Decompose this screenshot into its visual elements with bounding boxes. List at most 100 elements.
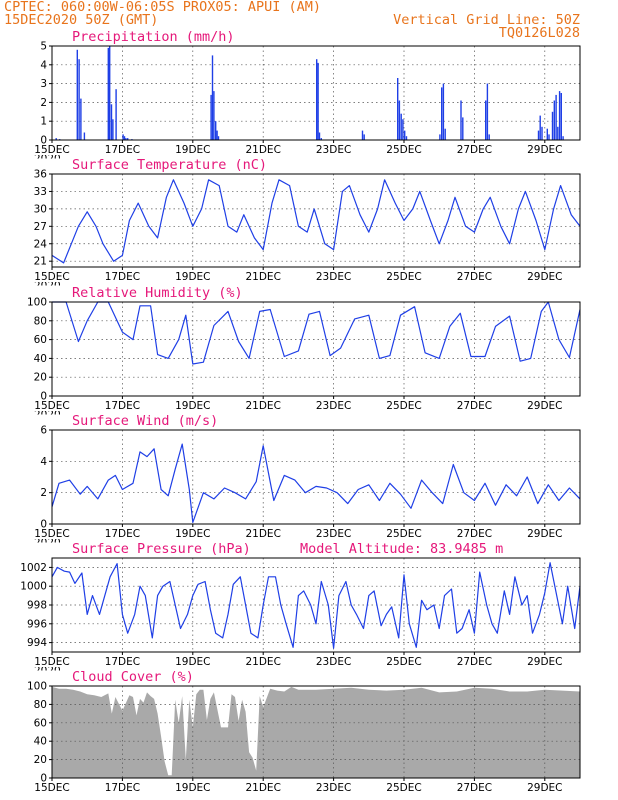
surface-pressure-annotation: Model Altitude: 83.9485 m	[300, 541, 503, 557]
x-tick-label: 21DEC	[245, 656, 280, 668]
x-tick-label: 15DEC	[34, 144, 69, 156]
y-tick-label: 80	[34, 315, 47, 327]
precip-bar	[541, 126, 543, 140]
x-tick-label: 15DEC	[34, 271, 69, 283]
x-tick-label: 17DEC	[105, 144, 140, 156]
y-tick-label: 998	[27, 600, 47, 612]
x-tick-label: 21DEC	[245, 400, 280, 412]
precip-bar	[442, 83, 445, 140]
year-label: 2020	[34, 665, 61, 677]
y-tick-label: 27	[34, 221, 47, 233]
y-tick-label: 40	[34, 736, 47, 748]
precip-bar	[402, 119, 404, 140]
y-tick-label: 996	[27, 618, 47, 630]
surface-wind-title: Surface Wind (m/s)	[72, 413, 218, 429]
precip-bar	[317, 62, 319, 140]
x-tick-label: 19DEC	[175, 782, 210, 794]
precipitation-title: Precipitation (mm/h)	[72, 29, 235, 45]
precip-bar	[400, 113, 402, 140]
relative-humidity-grid	[52, 302, 580, 396]
y-tick-label: 24	[34, 238, 48, 250]
precip-bar	[109, 46, 111, 140]
x-tick-label: 29DEC	[527, 528, 562, 540]
precip-bar	[55, 138, 57, 140]
y-tick-label: 4	[40, 59, 47, 71]
precip-bar	[560, 93, 562, 140]
x-tick-label: 29DEC	[527, 271, 562, 283]
precip-bar	[551, 111, 554, 140]
precip-bar	[444, 128, 446, 140]
precip-bar	[83, 132, 86, 140]
precip-bar	[555, 94, 557, 140]
precip-bar	[558, 91, 561, 140]
surface-wind-line	[51, 443, 581, 524]
x-tick-label: 25DEC	[386, 400, 421, 412]
x-tick-label: 17DEC	[105, 271, 140, 283]
y-tick-label: 6	[40, 425, 47, 437]
precipitation-frame	[51, 45, 581, 141]
precip-bar	[125, 138, 127, 140]
x-tick-label: 23DEC	[316, 656, 351, 668]
surface-pressure-frame	[51, 557, 581, 653]
header-model-code: TQ0126L028	[499, 25, 580, 41]
x-tick-label: 21DEC	[245, 144, 280, 156]
x-tick-label: 23DEC	[316, 782, 351, 794]
precip-bar	[127, 138, 129, 140]
y-tick-label: 1002	[20, 562, 47, 574]
x-tick-label: 21DEC	[245, 782, 280, 794]
x-tick-label: 15DEC	[34, 400, 69, 412]
x-tick-label: 27DEC	[457, 400, 492, 412]
y-tick-label: 100	[27, 297, 47, 309]
precip-bar	[441, 87, 443, 140]
precip-bar	[546, 128, 548, 140]
x-tick-label: 25DEC	[386, 656, 421, 668]
y-tick-label: 3	[40, 78, 47, 90]
y-tick-label: 30	[34, 203, 47, 215]
precip-bar	[210, 94, 212, 140]
y-tick-label: 0	[40, 773, 47, 785]
y-tick-label: 80	[34, 699, 47, 711]
precip-bar	[460, 100, 462, 140]
year-label: 2020	[34, 153, 61, 165]
header-line-1: CPTEC: 060:00W-06:05S PROX05: APUI (AM)	[4, 0, 321, 15]
year-label: 2020	[34, 409, 61, 421]
relative-humidity-line	[52, 301, 581, 365]
relative-humidity-title: Relative Humidity (%)	[72, 285, 243, 301]
y-tick-label: 4	[40, 456, 47, 468]
relative-humidity-frame	[51, 301, 581, 397]
precip-bar	[462, 117, 464, 140]
y-tick-label: 994	[27, 637, 47, 649]
precip-bar	[553, 100, 555, 140]
y-tick-label: 0	[40, 391, 47, 403]
x-tick-label: 25DEC	[386, 271, 421, 283]
x-tick-label: 21DEC	[245, 271, 280, 283]
cloud-cover-panel: Cloud Cover (%) 0 20 40 60 80 100 15DEC 17DEC 19D…	[27, 669, 581, 794]
header-grid-line: Vertical Grid Line: 50Z	[393, 12, 580, 28]
x-tick-label: 19DEC	[175, 271, 210, 283]
x-tick-label: 15DEC	[34, 528, 69, 540]
precip-bar	[316, 59, 318, 141]
precip-bar	[397, 78, 399, 140]
precipitation-panel: Precipitation (mm/h) 0 1 2 3 4 5 15DEC 17DEC 19DE…	[34, 29, 581, 165]
y-tick-label: 33	[34, 186, 47, 198]
precip-bar	[213, 91, 215, 140]
precip-bar	[80, 98, 82, 140]
precip-bar	[78, 59, 80, 141]
precip-bar	[485, 100, 487, 140]
x-tick-label: 27DEC	[457, 144, 492, 156]
precip-bar	[115, 89, 117, 140]
x-tick-label: 19DEC	[175, 656, 210, 668]
surface-wind-grid	[52, 430, 580, 524]
y-tick-label: 1	[40, 116, 47, 128]
x-tick-label: 23DEC	[316, 400, 351, 412]
precip-bar	[216, 130, 218, 140]
y-tick-label: 21	[34, 256, 47, 268]
y-tick-label: 60	[34, 334, 47, 346]
surface-pressure-grid	[52, 558, 580, 652]
x-tick-label: 23DEC	[316, 271, 351, 283]
precip-bar	[215, 121, 217, 140]
precip-bar	[123, 136, 126, 140]
y-tick-label: 40	[34, 353, 47, 365]
x-tick-label: 17DEC	[105, 782, 140, 794]
